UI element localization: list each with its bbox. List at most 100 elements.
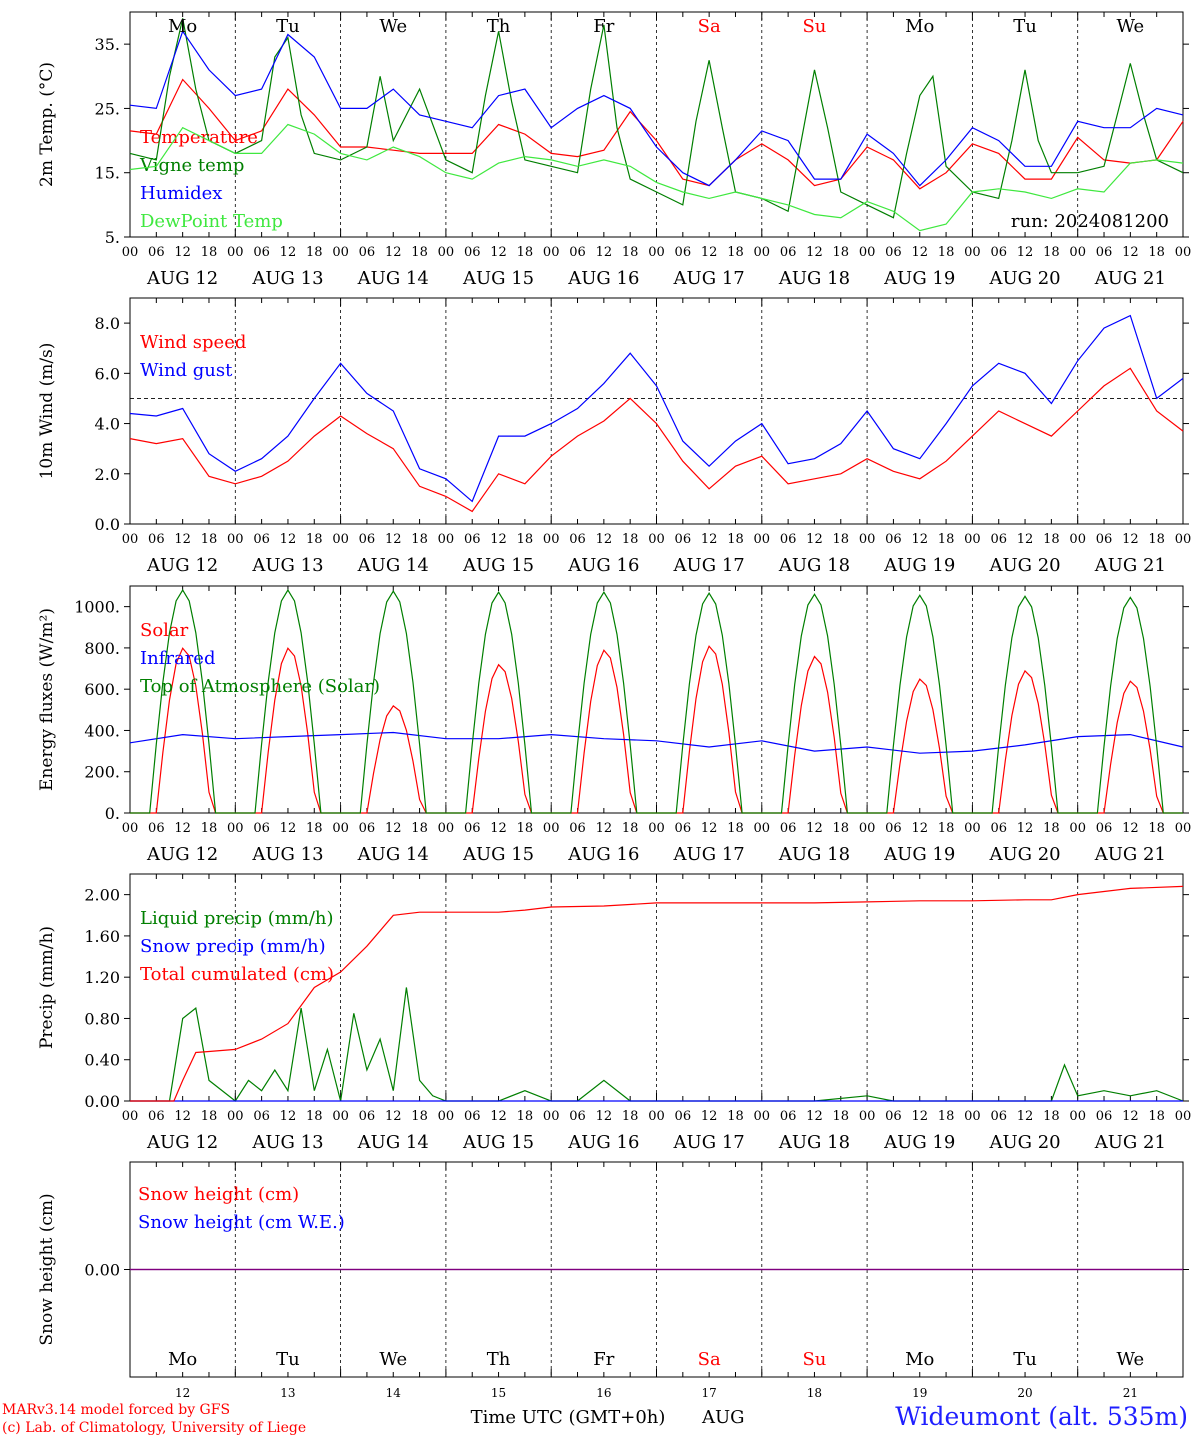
hour-label: 18 <box>411 1109 428 1124</box>
day-number: 13 <box>280 1386 295 1400</box>
date-label: AUG 20 <box>988 555 1060 576</box>
model-credit: MARv3.14 model forced by GFS <box>2 1402 231 1418</box>
hour-label: 00 <box>543 821 560 836</box>
y-tick-label: 0.40 <box>84 1051 120 1070</box>
hour-label: 18 <box>1043 245 1060 260</box>
date-label: AUG 17 <box>673 268 745 289</box>
legend-entry: Wind speed <box>140 332 246 353</box>
hour-label: 00 <box>964 821 981 836</box>
weekday-label: Fr <box>593 16 614 37</box>
hour-label: 12 <box>490 532 507 547</box>
hour-label: 18 <box>1148 1109 1165 1124</box>
hour-label: 00 <box>1175 532 1192 547</box>
hour-label: 18 <box>1043 532 1060 547</box>
hour-label: 12 <box>911 1109 928 1124</box>
hour-label: 12 <box>806 245 823 260</box>
day-number: 16 <box>596 1386 611 1400</box>
hour-label: 18 <box>622 1109 639 1124</box>
hour-label: 06 <box>1096 821 1113 836</box>
hour-label: 06 <box>359 532 376 547</box>
y-axis-title: Precip (mm/h) <box>37 926 57 1049</box>
hour-label: 18 <box>1148 245 1165 260</box>
weekday-label: Fr <box>593 1349 614 1370</box>
hour-label: 18 <box>622 821 639 836</box>
hour-label: 06 <box>675 1109 692 1124</box>
hour-label: 00 <box>1175 821 1192 836</box>
hour-label: 18 <box>938 245 955 260</box>
hour-label: 18 <box>833 532 850 547</box>
day-number: 21 <box>1123 1386 1138 1400</box>
hour-label: 06 <box>990 821 1007 836</box>
hour-label: 12 <box>1122 245 1139 260</box>
date-label: AUG 14 <box>357 555 429 576</box>
legend-entry: DewPoint Temp <box>140 211 283 232</box>
date-label: AUG 13 <box>251 844 323 865</box>
legend-entry: Temperature <box>140 127 258 148</box>
date-label: AUG 13 <box>251 555 323 576</box>
series-line <box>129 29 1184 187</box>
hour-label: 06 <box>990 245 1007 260</box>
hour-label: 00 <box>648 245 665 260</box>
hour-label: 06 <box>780 532 797 547</box>
hour-label: 06 <box>675 532 692 547</box>
hour-label: 00 <box>332 821 349 836</box>
date-label: AUG 14 <box>357 1132 429 1153</box>
hour-label: 12 <box>1122 532 1139 547</box>
hour-label: 00 <box>227 245 244 260</box>
y-tick-label: 35. <box>95 35 120 54</box>
date-label: AUG 19 <box>883 555 955 576</box>
hour-label: 06 <box>253 245 270 260</box>
y-tick-label: 6.0 <box>95 364 120 383</box>
series-line <box>129 18 1184 219</box>
date-label: AUG 15 <box>462 1132 534 1153</box>
panel-5: 0.00 Snow height (cm) Snow height (cm) Snow… <box>37 1161 1189 1428</box>
date-label: AUG 12 <box>146 268 218 289</box>
hour-label: 00 <box>438 821 455 836</box>
legend-entry: Snow precip (mm/h) <box>140 936 326 957</box>
hour-label: 18 <box>938 1109 955 1124</box>
legend-entry: Snow height (cm) <box>138 1184 299 1205</box>
y-tick-label: 0.0 <box>95 515 120 534</box>
y-tick-label: 0.80 <box>84 1009 120 1028</box>
date-label: AUG 15 <box>462 555 534 576</box>
hour-label: 12 <box>385 1109 402 1124</box>
y-tick-label: 5. <box>105 228 120 247</box>
weekday-label: Su <box>802 16 826 37</box>
y-tick-label: 0.00 <box>84 1092 120 1111</box>
hour-label: 00 <box>648 821 665 836</box>
hour-label: 06 <box>464 821 481 836</box>
y-tick-label: 1.60 <box>84 927 120 946</box>
hour-label: 00 <box>543 532 560 547</box>
hour-label: 00 <box>648 532 665 547</box>
hour-label: 12 <box>280 821 297 836</box>
weekday-label: Sa <box>698 16 721 37</box>
hour-label: 18 <box>622 245 639 260</box>
date-label: AUG 20 <box>988 1132 1060 1153</box>
weekday-label: Mo <box>168 1349 197 1370</box>
hour-label: 06 <box>569 532 586 547</box>
hour-label: 12 <box>596 1109 613 1124</box>
hour-label: 06 <box>990 532 1007 547</box>
hour-label: 06 <box>359 245 376 260</box>
y-tick-label: 1000. <box>74 598 120 617</box>
hour-label: 00 <box>227 1109 244 1124</box>
hour-label: 00 <box>1175 1109 1192 1124</box>
hour-label: 18 <box>411 532 428 547</box>
date-label: AUG 18 <box>778 268 850 289</box>
hour-label: 06 <box>359 1109 376 1124</box>
hour-label: 18 <box>727 821 744 836</box>
date-label: AUG 21 <box>1094 268 1166 289</box>
weekday-label: We <box>1117 1349 1145 1370</box>
date-label: AUG 12 <box>146 1132 218 1153</box>
hour-label: 06 <box>464 245 481 260</box>
y-tick-label: 200. <box>84 763 120 782</box>
hour-label: 18 <box>727 1109 744 1124</box>
hour-label: 06 <box>569 821 586 836</box>
y-axis-title: Energy fluxes (W/m²) <box>37 608 57 791</box>
hour-label: 00 <box>648 1109 665 1124</box>
day-number: 12 <box>175 1386 190 1400</box>
y-tick-label: 2.00 <box>84 886 120 905</box>
hour-label: 18 <box>938 821 955 836</box>
hour-label: 12 <box>701 821 718 836</box>
hour-label: 12 <box>1122 821 1139 836</box>
